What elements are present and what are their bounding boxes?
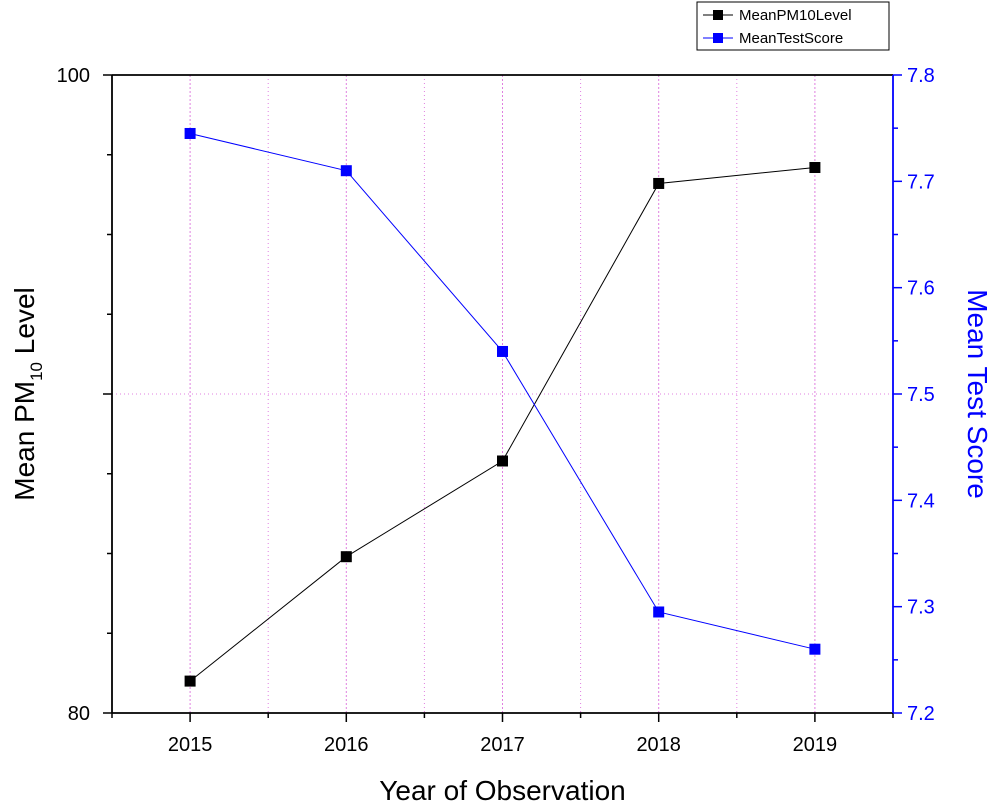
x-tick-label: 2016 [324, 734, 369, 756]
y-left-title-subscript: 10 [27, 362, 46, 381]
meanpm10level-legend-label: MeanPM10Level [739, 7, 852, 24]
meanpm10level-point [653, 177, 665, 189]
meanpm10level-legend-marker [713, 10, 723, 20]
y-right-axis-title: Mean Test Score [962, 289, 991, 499]
x-tick-label: 2019 [793, 734, 838, 756]
y-right-tick-label: 7.4 [907, 490, 935, 512]
y-left-title-main: Mean PM [9, 381, 40, 501]
meantestscore-legend-marker [713, 33, 723, 43]
y-right-tick-label: 7.3 [907, 597, 935, 619]
x-axis-title: Year of Observation [379, 775, 625, 803]
meantestscore-legend-label: MeanTestScore [739, 30, 843, 47]
legend: MeanPM10Level MeanTestScore [696, 1, 890, 51]
meantestscore-point [653, 606, 665, 618]
meantestscore-point [497, 345, 508, 357]
meantestscore-point [340, 165, 352, 177]
x-tick-label: 2015 [168, 734, 213, 756]
x-tick-label: 2018 [636, 734, 681, 756]
meanpm10level-point [809, 162, 821, 174]
meanpm10level-point [340, 551, 352, 563]
meanpm10level-point [184, 675, 196, 687]
y-right-tick-label: 7.6 [907, 278, 935, 300]
meanpm10level-point [497, 455, 508, 467]
y-left-tick-label: 80 [68, 703, 90, 725]
series-lines [184, 127, 821, 687]
y-right-tick-label: 7.5 [907, 384, 935, 406]
tick-labels: 2015 2016 2017 2018 2019 80 100 7.2 7.3 7.4 7.5 7.6… [57, 65, 935, 756]
y-right-tick-label: 7.7 [907, 171, 935, 193]
y-right-tick-label: 7.2 [907, 703, 935, 725]
meantestscore-point [809, 643, 821, 655]
x-tick-label: 2017 [480, 734, 525, 756]
grid-lines [112, 75, 893, 713]
y-left-axis-title: Mean PM10 Level [9, 287, 46, 500]
y-left-tick-label: 100 [57, 65, 90, 87]
y-right-tick-label: 7.8 [907, 65, 935, 87]
legend-box [696, 1, 890, 51]
axes [103, 74, 902, 722]
meantestscore-point [184, 127, 196, 139]
y-left-title-suffix: Level [9, 287, 40, 362]
